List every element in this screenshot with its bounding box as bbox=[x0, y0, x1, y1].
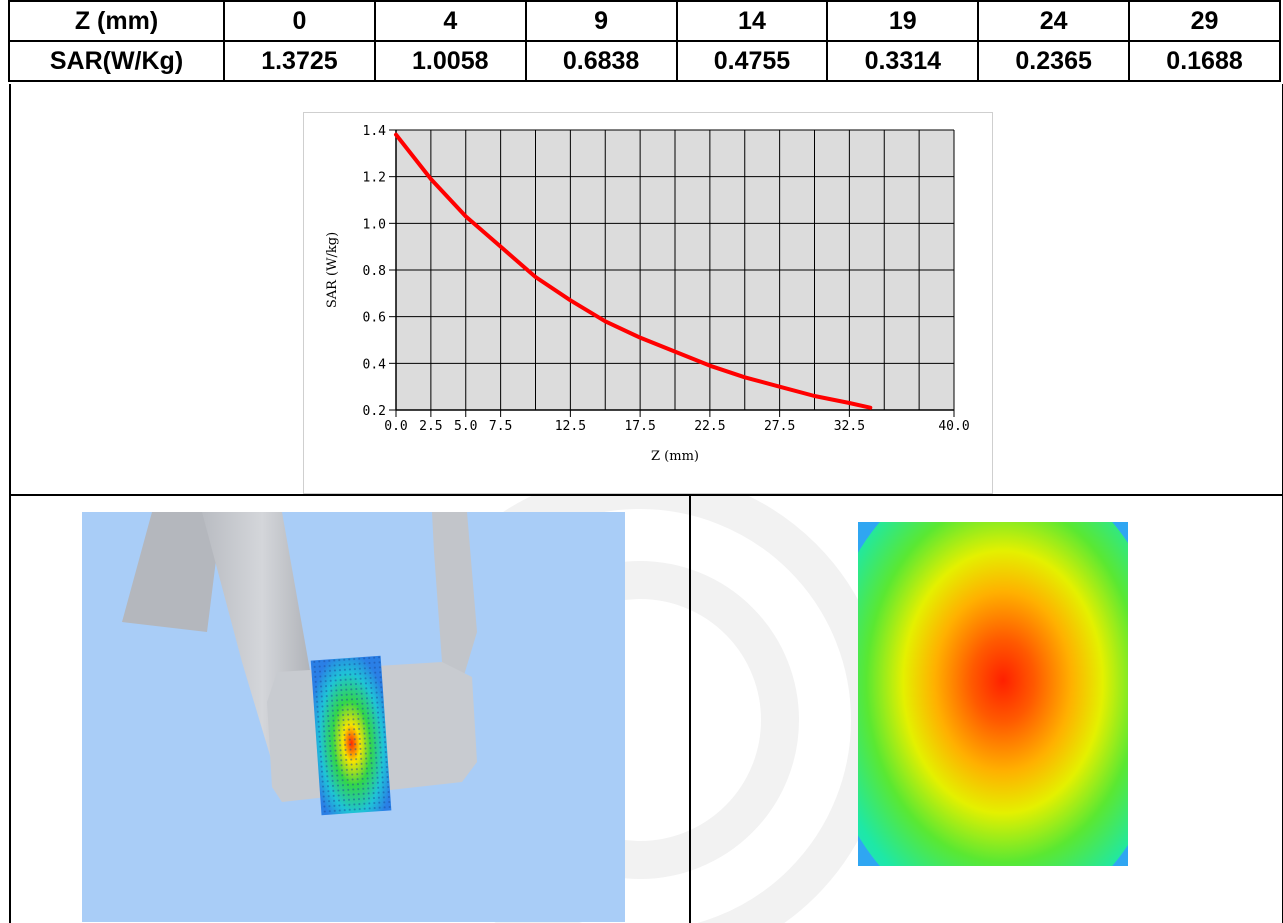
x-tick-label: 0.0 bbox=[384, 419, 407, 434]
y-tick-label: 0.2 bbox=[363, 404, 386, 419]
x-tick-label: 32.5 bbox=[834, 419, 865, 434]
z-value: 29 bbox=[1128, 0, 1281, 42]
z-value: 14 bbox=[675, 0, 829, 42]
y-tick-label: 1.2 bbox=[363, 171, 386, 186]
y-tick-label: 0.6 bbox=[363, 311, 386, 326]
z-value: 4 bbox=[373, 0, 527, 42]
scan-grid-points bbox=[310, 655, 392, 816]
sar-header: SAR(W/Kg) bbox=[8, 40, 225, 82]
sar-value: 0.6838 bbox=[524, 40, 678, 82]
heatmap-hotspot bbox=[858, 522, 1128, 866]
y-tick-label: 0.4 bbox=[363, 357, 387, 372]
x-axis-label: Z (mm) bbox=[651, 449, 699, 464]
sar-table: Z (mm) 0 4 9 14 19 24 29 SAR(W/Kg) 1.372… bbox=[8, 0, 1281, 82]
z-value: 0 bbox=[223, 0, 376, 42]
phantom-scan-image bbox=[82, 512, 625, 922]
sar-chart: 1.4 1.2 1.0 0.8 0.6 0.4 0.2 0.0 2.5 5.0 7.5 12.5 17.… bbox=[303, 112, 993, 494]
sar-value: 0.3314 bbox=[826, 40, 980, 82]
sar-curve bbox=[394, 132, 873, 410]
x-tick-label: 40.0 bbox=[938, 419, 969, 434]
x-tick-label: 5.0 bbox=[454, 419, 477, 434]
y-tick-label: 1.0 bbox=[363, 217, 386, 232]
sar-value: 1.0058 bbox=[373, 40, 527, 82]
z-value: 9 bbox=[524, 0, 678, 42]
sar-value: 0.2365 bbox=[977, 40, 1131, 82]
y-axis-label: SAR (W/kg) bbox=[325, 232, 340, 308]
z-row: Z (mm) 0 4 9 14 19 24 29 bbox=[8, 0, 1281, 42]
x-tick-label: 22.5 bbox=[694, 419, 725, 434]
images-divider bbox=[689, 495, 691, 923]
sar-value: 1.3725 bbox=[223, 40, 376, 82]
sar-heatmap-image bbox=[858, 522, 1128, 866]
phantom-left-flange bbox=[122, 512, 222, 632]
x-tick-label: 12.5 bbox=[555, 419, 586, 434]
sar-chart-svg: 1.4 1.2 1.0 0.8 0.6 0.4 0.20.0 2.5 5.0 7.5 12.5 17.… bbox=[325, 124, 970, 464]
z-value: 24 bbox=[977, 0, 1131, 42]
x-tick-label: 27.5 bbox=[764, 419, 795, 434]
x-tick-label: 2.5 bbox=[419, 419, 442, 434]
z-value: 19 bbox=[826, 0, 980, 42]
sar-value: 0.4755 bbox=[675, 40, 829, 82]
sar-row: SAR(W/Kg) 1.3725 1.0058 0.6838 0.4755 0.… bbox=[8, 40, 1281, 82]
z-header: Z (mm) bbox=[8, 0, 225, 42]
x-tick-label: 7.5 bbox=[489, 419, 512, 434]
images-row bbox=[9, 495, 1283, 923]
x-tick-label: 17.5 bbox=[624, 419, 655, 434]
chart-cell: 1.4 1.2 1.0 0.8 0.6 0.4 0.2 0.0 2.5 5.0 7.5 12.5 17.… bbox=[9, 84, 1283, 496]
y-tick-label: 0.8 bbox=[363, 264, 386, 279]
y-tick-label: 1.4 bbox=[363, 124, 387, 139]
sar-value: 0.1688 bbox=[1128, 40, 1281, 82]
